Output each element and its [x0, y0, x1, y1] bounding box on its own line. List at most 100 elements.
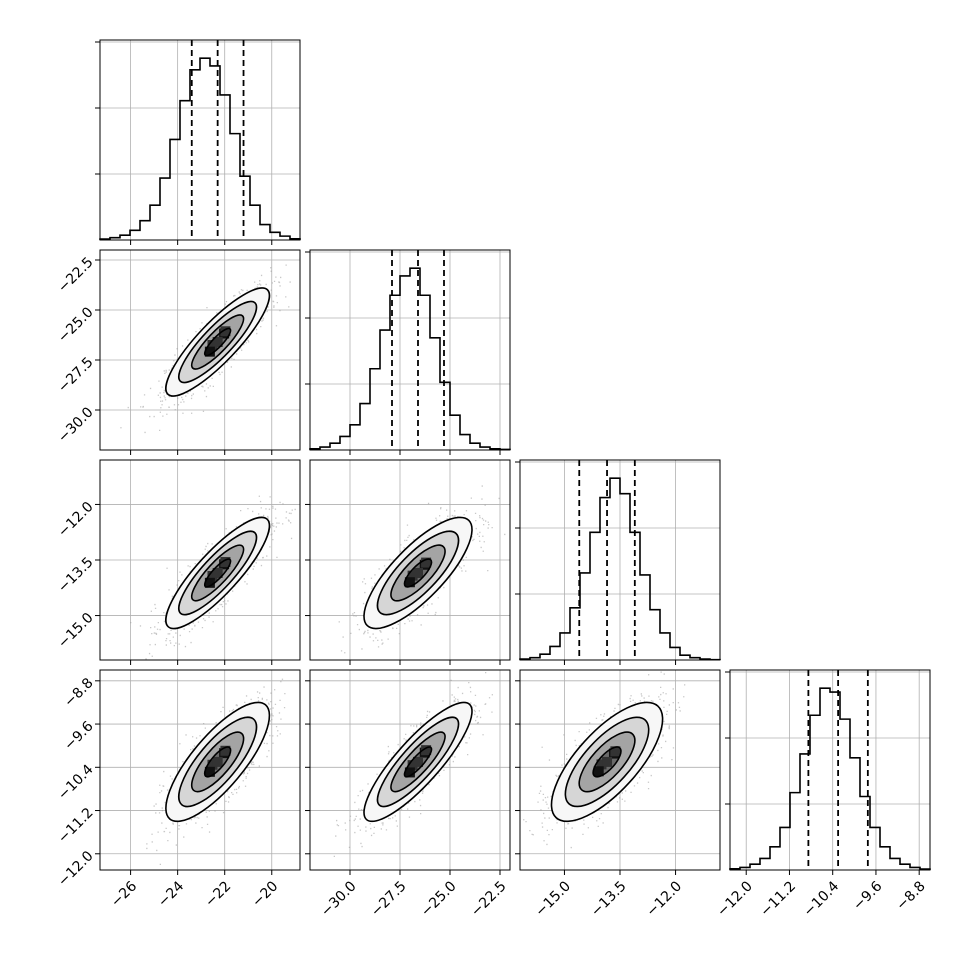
contour-line — [390, 731, 446, 793]
density-core — [207, 759, 218, 770]
contour-line — [190, 731, 245, 793]
histogram-panel-2 — [515, 459, 721, 665]
density-core — [407, 570, 418, 581]
density-core — [404, 767, 415, 778]
histogram-step — [729, 687, 931, 870]
density-core — [204, 766, 215, 777]
density-core — [596, 759, 607, 770]
x-tick-label: −15.0 — [532, 878, 574, 920]
contour-line — [363, 516, 473, 630]
density-core — [220, 745, 231, 756]
y-tick-label: −8.8 — [61, 675, 96, 710]
scatter-panel-0-2 — [95, 459, 301, 665]
y-tick-label: −9.6 — [61, 718, 96, 753]
x-tick-label: −8.8 — [893, 878, 928, 913]
axes-frame — [99, 249, 301, 451]
contour-line — [178, 530, 258, 616]
x-tick-label: −25.0 — [418, 878, 460, 920]
scatter-panel-0-1 — [95, 249, 301, 455]
x-tick-label: −13.5 — [588, 878, 630, 920]
density-core — [413, 756, 423, 767]
density-core — [421, 557, 432, 568]
axes-frame — [309, 669, 511, 871]
contour-line — [550, 701, 664, 823]
contour-line — [165, 516, 271, 630]
density-core — [404, 577, 415, 588]
x-tick-label: −20 — [249, 878, 281, 910]
contour-line — [165, 701, 271, 823]
panel-content — [310, 670, 510, 870]
density-core — [204, 577, 215, 588]
histogram-panel-3 — [725, 669, 931, 875]
contour-line — [403, 558, 433, 588]
x-tick-label: −26 — [108, 878, 140, 910]
density-core — [413, 567, 423, 578]
axes-frame — [729, 669, 931, 871]
density-core — [212, 567, 223, 578]
density-core — [593, 766, 604, 777]
contour-line — [376, 530, 460, 616]
histogram-panel-0 — [95, 39, 301, 245]
contour-line — [190, 314, 245, 370]
density-core — [207, 571, 218, 582]
x-tick-label: −30.0 — [318, 878, 360, 920]
x-tick-label: −24 — [155, 878, 187, 910]
panel-content — [100, 460, 300, 660]
density-core — [212, 756, 223, 767]
contour-line — [363, 701, 473, 823]
contour-line — [376, 716, 460, 808]
y-tick-label: −22.5 — [55, 254, 97, 296]
y-tick-label: −10.4 — [55, 762, 97, 804]
density-core — [212, 337, 223, 347]
density-core — [610, 746, 621, 757]
panel-content — [100, 250, 300, 450]
scatter-panel-0-3 — [95, 669, 301, 875]
contour-line — [390, 544, 446, 602]
scatter-panel-1-3 — [305, 669, 511, 875]
axes-frame — [99, 669, 301, 871]
panel-content — [520, 670, 720, 870]
scatter-panel-1-2 — [305, 459, 511, 665]
contour-line — [165, 287, 271, 397]
contour-line — [178, 300, 258, 384]
panel-content — [310, 460, 510, 660]
histogram-step — [309, 267, 511, 451]
axes-frame — [99, 39, 301, 241]
y-tick-label: −30.0 — [55, 404, 97, 446]
axes-frame — [309, 249, 511, 451]
x-tick-label: −27.5 — [368, 878, 410, 920]
x-tick-label: −11.2 — [757, 878, 799, 920]
y-tick-label: −12.0 — [55, 848, 97, 890]
contour-line — [564, 716, 650, 808]
x-tick-label: −12.0 — [644, 878, 686, 920]
x-tick-label: −9.6 — [850, 878, 885, 913]
x-tick-label: −10.4 — [801, 878, 843, 920]
x-tick-label: −22.5 — [468, 878, 510, 920]
density-core — [421, 745, 432, 756]
contour-line — [178, 716, 258, 808]
density-core — [602, 756, 613, 767]
x-tick-label: −12.0 — [714, 878, 756, 920]
density-core — [220, 556, 231, 567]
density-core — [220, 326, 231, 337]
contour-line — [578, 731, 636, 793]
density-core — [407, 760, 418, 771]
contour-line — [203, 558, 232, 588]
y-tick-label: −13.5 — [55, 554, 97, 596]
contour-line — [203, 746, 232, 778]
contour-line — [203, 327, 232, 357]
scatter-panel-2-3 — [515, 669, 721, 875]
histogram-step — [99, 57, 301, 240]
panel-content — [100, 670, 300, 870]
contour-line — [403, 746, 433, 778]
contour-line — [592, 746, 622, 778]
histogram-panel-1 — [305, 249, 511, 455]
y-tick-label: −27.5 — [55, 354, 97, 396]
contour-line — [190, 544, 245, 602]
density-core — [207, 340, 218, 351]
y-tick-label: −25.0 — [55, 304, 97, 346]
density-core — [204, 346, 215, 357]
y-tick-label: −15.0 — [55, 610, 97, 652]
y-tick-label: −12.0 — [55, 499, 97, 541]
